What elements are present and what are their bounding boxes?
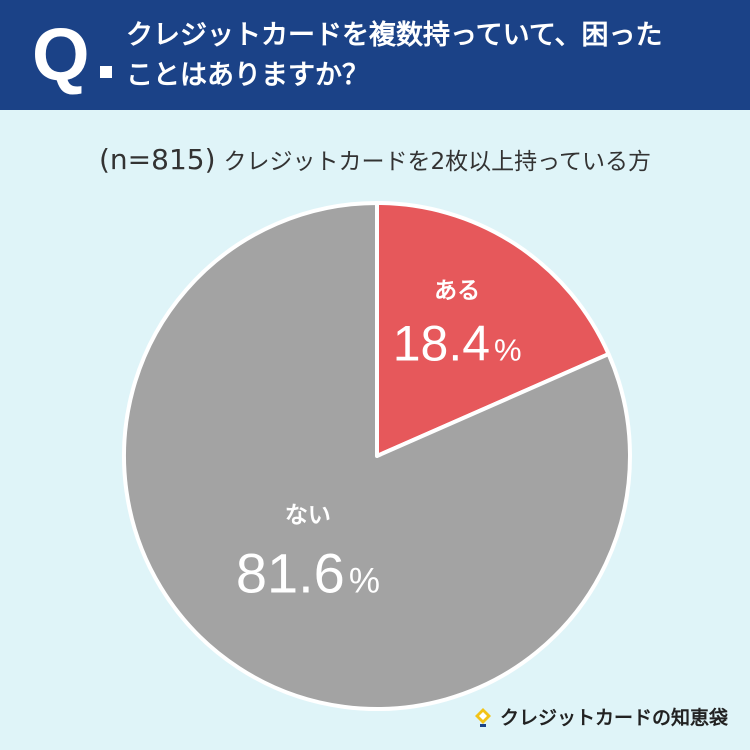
question-line-2: ことはありますか？: [126, 60, 369, 91]
sample-description: クレジットカードを2枚以上持っている方: [223, 149, 651, 175]
lightbulb-icon: [474, 707, 491, 727]
question-line-1: クレジットカードを複数持っていて、困った: [126, 20, 663, 51]
pie-slice-0: [375, 201, 611, 458]
slice-value-0: 18.4%: [393, 316, 522, 372]
slice-label-0: ある: [434, 278, 480, 304]
q-dot: [100, 66, 112, 78]
q-mark: Q: [32, 13, 90, 96]
logo-text: クレジットカードの知恵袋: [499, 707, 728, 729]
slice-label-1: ない: [285, 503, 331, 529]
slice-value-1: 81.6%: [236, 542, 380, 605]
footer-logo: クレジットカードの知恵袋: [472, 703, 728, 730]
question-text: クレジットカードを複数持っていて、困った ことはありますか？: [126, 16, 726, 96]
sample-size: (n=815): [99, 143, 216, 176]
pie-slice-1: [122, 201, 632, 711]
sample-info: (n=815) クレジットカードを2枚以上持っている方: [0, 140, 750, 182]
question-header: Q クレジットカードを複数持っていて、困った ことはありますか？: [0, 0, 750, 110]
